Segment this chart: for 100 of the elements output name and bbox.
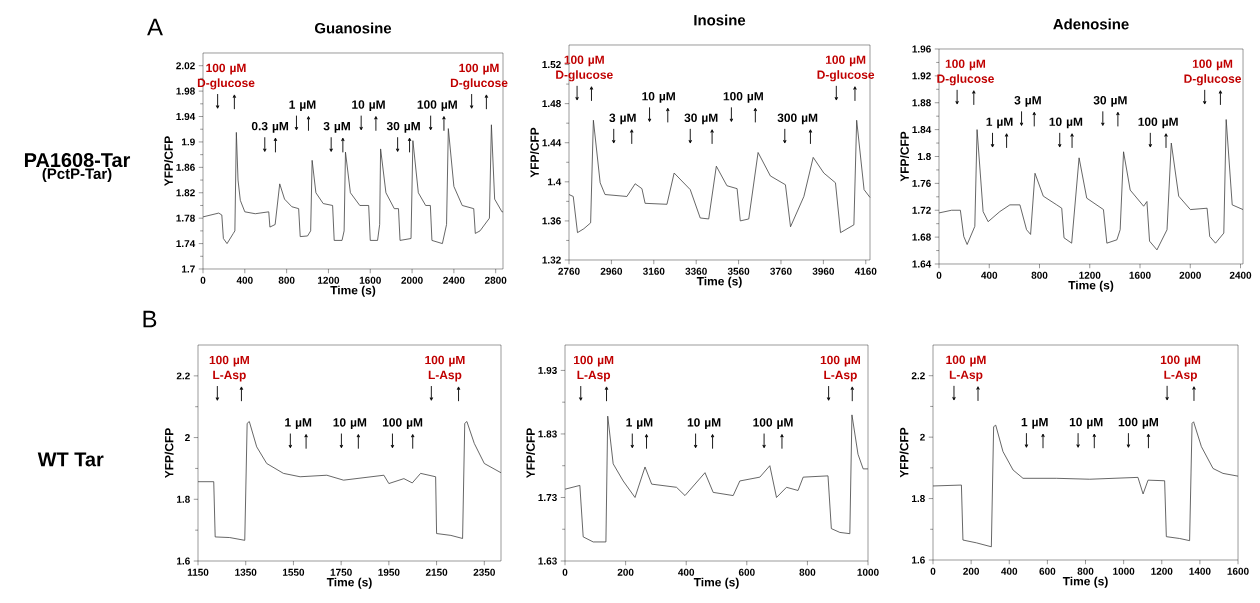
annotation: 10 µM — [642, 92, 675, 103]
annotation: 30 µM — [386, 121, 420, 133]
y-tick-label: 1.84 — [912, 126, 932, 134]
x-tick-label: 200 — [617, 568, 634, 576]
y-tick-label: 2.02 — [176, 62, 195, 70]
annotation: 100 µM L-Asp — [946, 355, 986, 382]
x-tick-label: 0 — [562, 568, 568, 576]
x-tick-label: 2760 — [558, 267, 580, 275]
annotation: 3 µM — [1014, 96, 1041, 107]
annotation: 100 µM D-glucose — [1184, 59, 1242, 86]
y-tick-label: 1.78 — [176, 214, 195, 222]
annotation: 100 µM — [753, 418, 793, 430]
y-tick-label: 1.72 — [912, 206, 931, 214]
annotation: 10 µM — [1069, 417, 1103, 429]
x-tick-label: 1000 — [1113, 567, 1135, 575]
annotation: 100 µM D-glucose — [450, 63, 508, 90]
y-tick-label: 1.32 — [542, 256, 561, 264]
y-tick-label: 1.44 — [542, 139, 562, 147]
annotation: 10 µM — [352, 100, 385, 112]
y-tick-label: 1.64 — [912, 260, 932, 268]
annotation: 100 µM — [1118, 417, 1158, 429]
chart-title: Adenosine — [1053, 18, 1129, 30]
x-tick-label: 1750 — [330, 568, 352, 576]
x-tick-label: 2400 — [1229, 271, 1252, 279]
annotation: 10 µM — [1049, 117, 1083, 129]
annotation: 10 µM — [333, 418, 367, 430]
y-tick-label: 1.86 — [176, 163, 195, 171]
x-tick-label: 3960 — [812, 267, 835, 275]
x-tick-label: 400 — [1001, 567, 1018, 575]
x-tick-label: 1600 — [1129, 271, 1151, 279]
y-tick-label: 1.8 — [177, 495, 190, 503]
y-tick-label: 1.8 — [912, 495, 925, 503]
x-tick-label: 1200 — [317, 276, 340, 284]
x-tick-label: 1200 — [1151, 567, 1173, 575]
x-tick-label: 1600 — [359, 276, 381, 284]
text: A — [147, 18, 163, 36]
y-tick-label: 1.7 — [182, 265, 195, 273]
x-tick-label: 800 — [278, 276, 295, 284]
y-tick-label: 1.68 — [912, 233, 931, 241]
x-tick-label: 1000 — [857, 568, 879, 576]
annotation: 1 µM — [285, 418, 312, 430]
x-tick-label: 0 — [930, 567, 936, 575]
x-tick-label: 2000 — [1179, 271, 1201, 279]
x-tick-label: 2800 — [484, 276, 507, 284]
x-axis-title: Time (s) — [1068, 280, 1114, 292]
y-tick-label: 1.8 — [918, 152, 931, 161]
x-tick-label: 2350 — [473, 568, 495, 576]
line-series — [564, 414, 869, 543]
annotation: 100 µM L-Asp — [574, 355, 614, 382]
annotation: 1 µM — [986, 117, 1013, 129]
x-tick-label: 1600 — [1227, 567, 1249, 575]
annotation: 0.3 µM — [251, 121, 289, 133]
x-tick-label: 800 — [1031, 271, 1048, 279]
y-tick-label: 1.88 — [912, 99, 931, 107]
annotation: 100 µM — [1138, 117, 1178, 129]
annotation: 100 µM D-glucose — [817, 55, 875, 82]
x-tick-label: 1150 — [187, 568, 209, 576]
x-tick-label: 800 — [1077, 567, 1094, 575]
annotation: 100 µM — [382, 418, 423, 430]
y-tick-label: 1.74 — [176, 240, 196, 248]
x-tick-label: 4160 — [854, 267, 877, 275]
line-series — [202, 124, 504, 244]
y-tick-label: 1.52 — [542, 61, 561, 69]
y-tick-label: 1.92 — [912, 72, 931, 80]
y-axis-title: YFP/CFP — [164, 136, 173, 187]
x-tick-label: 1200 — [1079, 271, 1101, 279]
x-tick-label: 600 — [1039, 567, 1056, 575]
y-tick-label: 2 — [920, 433, 925, 441]
annotation: 1 µM — [626, 418, 653, 430]
x-tick-label: 2000 — [401, 276, 423, 284]
annotation: 3 µM — [323, 121, 350, 133]
y-tick-label: 1.48 — [542, 100, 561, 108]
annotation: 100 µM D-glucose — [197, 63, 255, 90]
annotation: 30 µM — [1093, 96, 1127, 107]
y-tick-label: 2.2 — [911, 372, 925, 380]
x-tick-label: 800 — [799, 568, 816, 576]
y-tick-label: 1.9 — [182, 138, 195, 146]
line-series — [938, 119, 1244, 251]
x-tick-label: 0 — [200, 276, 206, 284]
text: (PctP-Tar) — [42, 168, 112, 182]
x-tick-label: 400 — [236, 276, 253, 284]
annotation: 100 µM L-Asp — [1160, 355, 1201, 382]
x-tick-label: 2400 — [443, 276, 465, 284]
y-tick-label: 1.83 — [538, 430, 557, 438]
annotation: 3 µM — [609, 113, 636, 125]
annotation: 1 µM — [289, 100, 316, 112]
y-tick-label: 1.4 — [548, 178, 562, 186]
text: B — [143, 310, 157, 328]
annotation: 100 µM — [417, 100, 457, 112]
chart-title: Guanosine — [315, 22, 392, 34]
y-tick-label: 2 — [185, 434, 190, 442]
y-axis-title: YFP/CFP — [526, 428, 535, 479]
y-tick-label: 1.82 — [176, 189, 195, 197]
x-axis-title: Time (s) — [330, 285, 376, 297]
annotation: 30 µM — [684, 113, 718, 125]
x-tick-label: 3360 — [685, 267, 707, 275]
x-axis-title: Time (s) — [696, 276, 742, 288]
x-tick-label: 200 — [963, 567, 980, 575]
y-tick-label: 1.6 — [177, 557, 190, 565]
annotation: 100 µM — [723, 92, 763, 103]
